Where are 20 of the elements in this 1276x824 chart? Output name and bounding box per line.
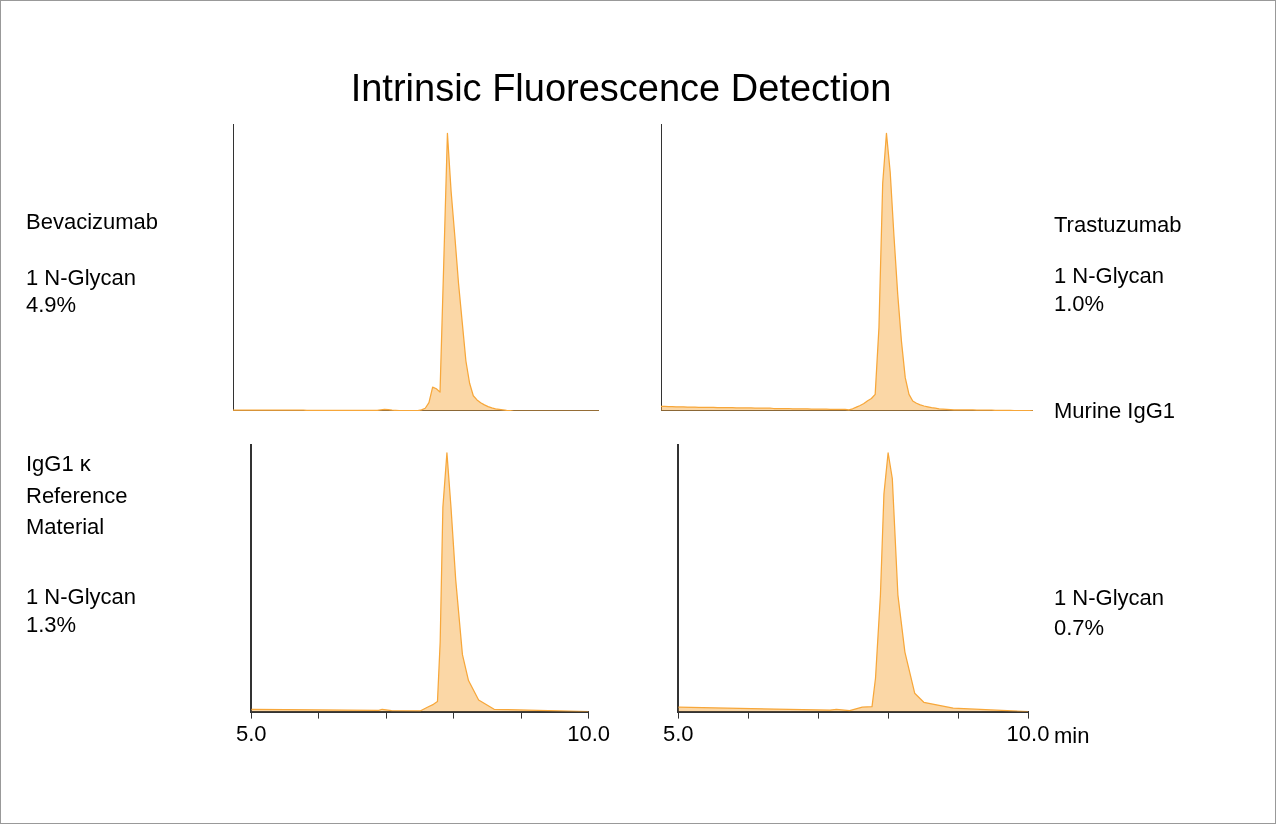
- text: 1 N-Glycan: [1054, 585, 1165, 611]
- x-tick-label: 10.0: [567, 720, 610, 746]
- text: Bevacizumab: [26, 209, 159, 235]
- text: 4.9%: [26, 292, 77, 318]
- text: IgG1 κ: [26, 451, 91, 477]
- text: 1.3%: [26, 612, 77, 638]
- text: Murine IgG1: [1054, 398, 1176, 424]
- chart-title: Intrinsic Fluorescence Detection: [349, 67, 893, 110]
- text: 1.0%: [1054, 291, 1105, 317]
- text: 1 N-Glycan: [26, 584, 137, 610]
- text: Trastuzumab: [1054, 212, 1182, 238]
- text: Reference: [26, 483, 128, 509]
- text: Material: [26, 514, 105, 540]
- x-tick-label: 5.0: [235, 720, 267, 746]
- x-tick-label: 10.0: [1006, 720, 1050, 746]
- x-axis-title: min: [1054, 722, 1090, 748]
- text: 1 N-Glycan: [26, 265, 137, 291]
- text: 0.7%: [1054, 615, 1105, 641]
- text: 1 N-Glycan: [1054, 263, 1165, 289]
- x-tick-label: 5.0: [662, 720, 694, 746]
